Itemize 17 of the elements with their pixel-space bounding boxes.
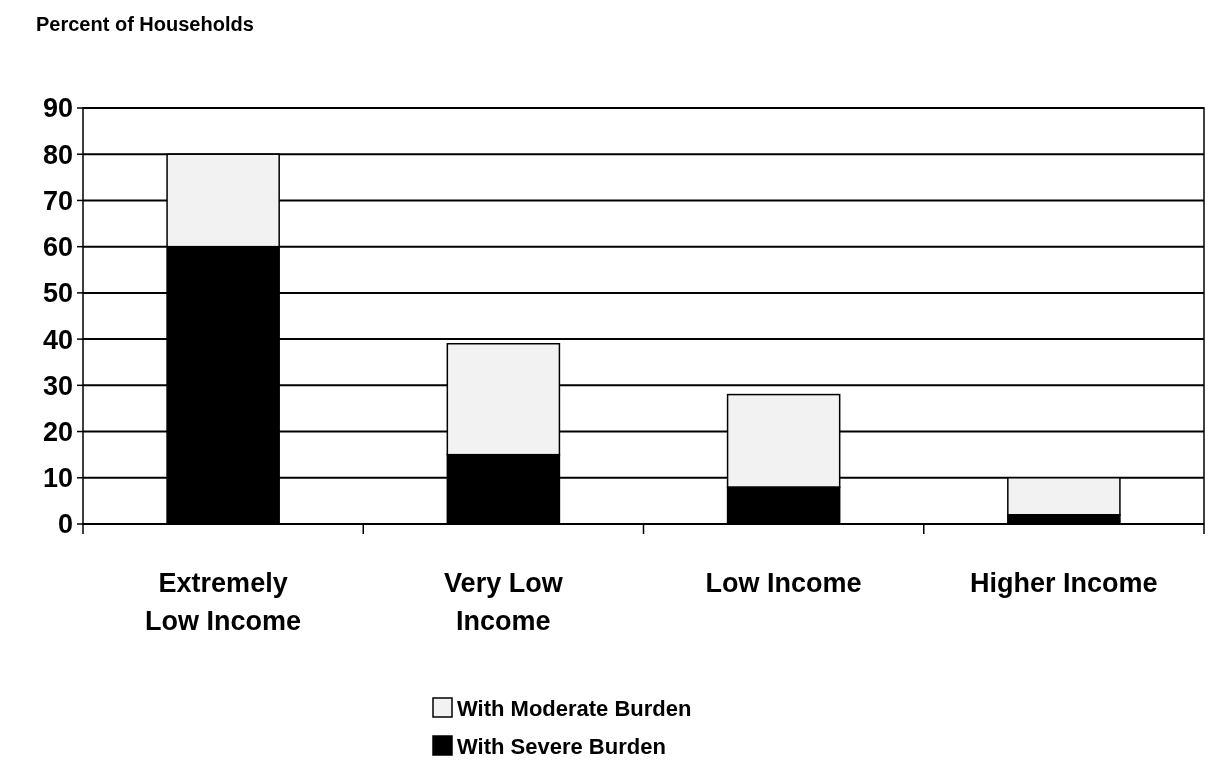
legend-label: With Severe Burden (457, 734, 666, 759)
x-tick-label: Higher Income (970, 568, 1158, 598)
y-tick-label: 30 (42, 370, 73, 401)
x-tick-label: Low Income (705, 568, 862, 598)
y-axis-title: Percent of Households (36, 13, 254, 35)
y-tick-label: 20 (42, 417, 73, 448)
y-tick-label: 50 (42, 278, 73, 309)
y-tick-label: 70 (42, 185, 73, 216)
y-tick-label: 10 (42, 463, 73, 494)
y-tick-label: 40 (42, 324, 73, 355)
y-tick-label: 0 (57, 509, 73, 540)
y-tick-label: 80 (42, 139, 73, 170)
y-tick-label: 90 (42, 93, 73, 124)
y-tick-label: 60 (42, 232, 73, 263)
x-tick-label: Extremely Low Income (145, 568, 302, 636)
x-tick-label: Very Low Income (444, 568, 564, 636)
legend-label: With Moderate Burden (457, 696, 692, 721)
